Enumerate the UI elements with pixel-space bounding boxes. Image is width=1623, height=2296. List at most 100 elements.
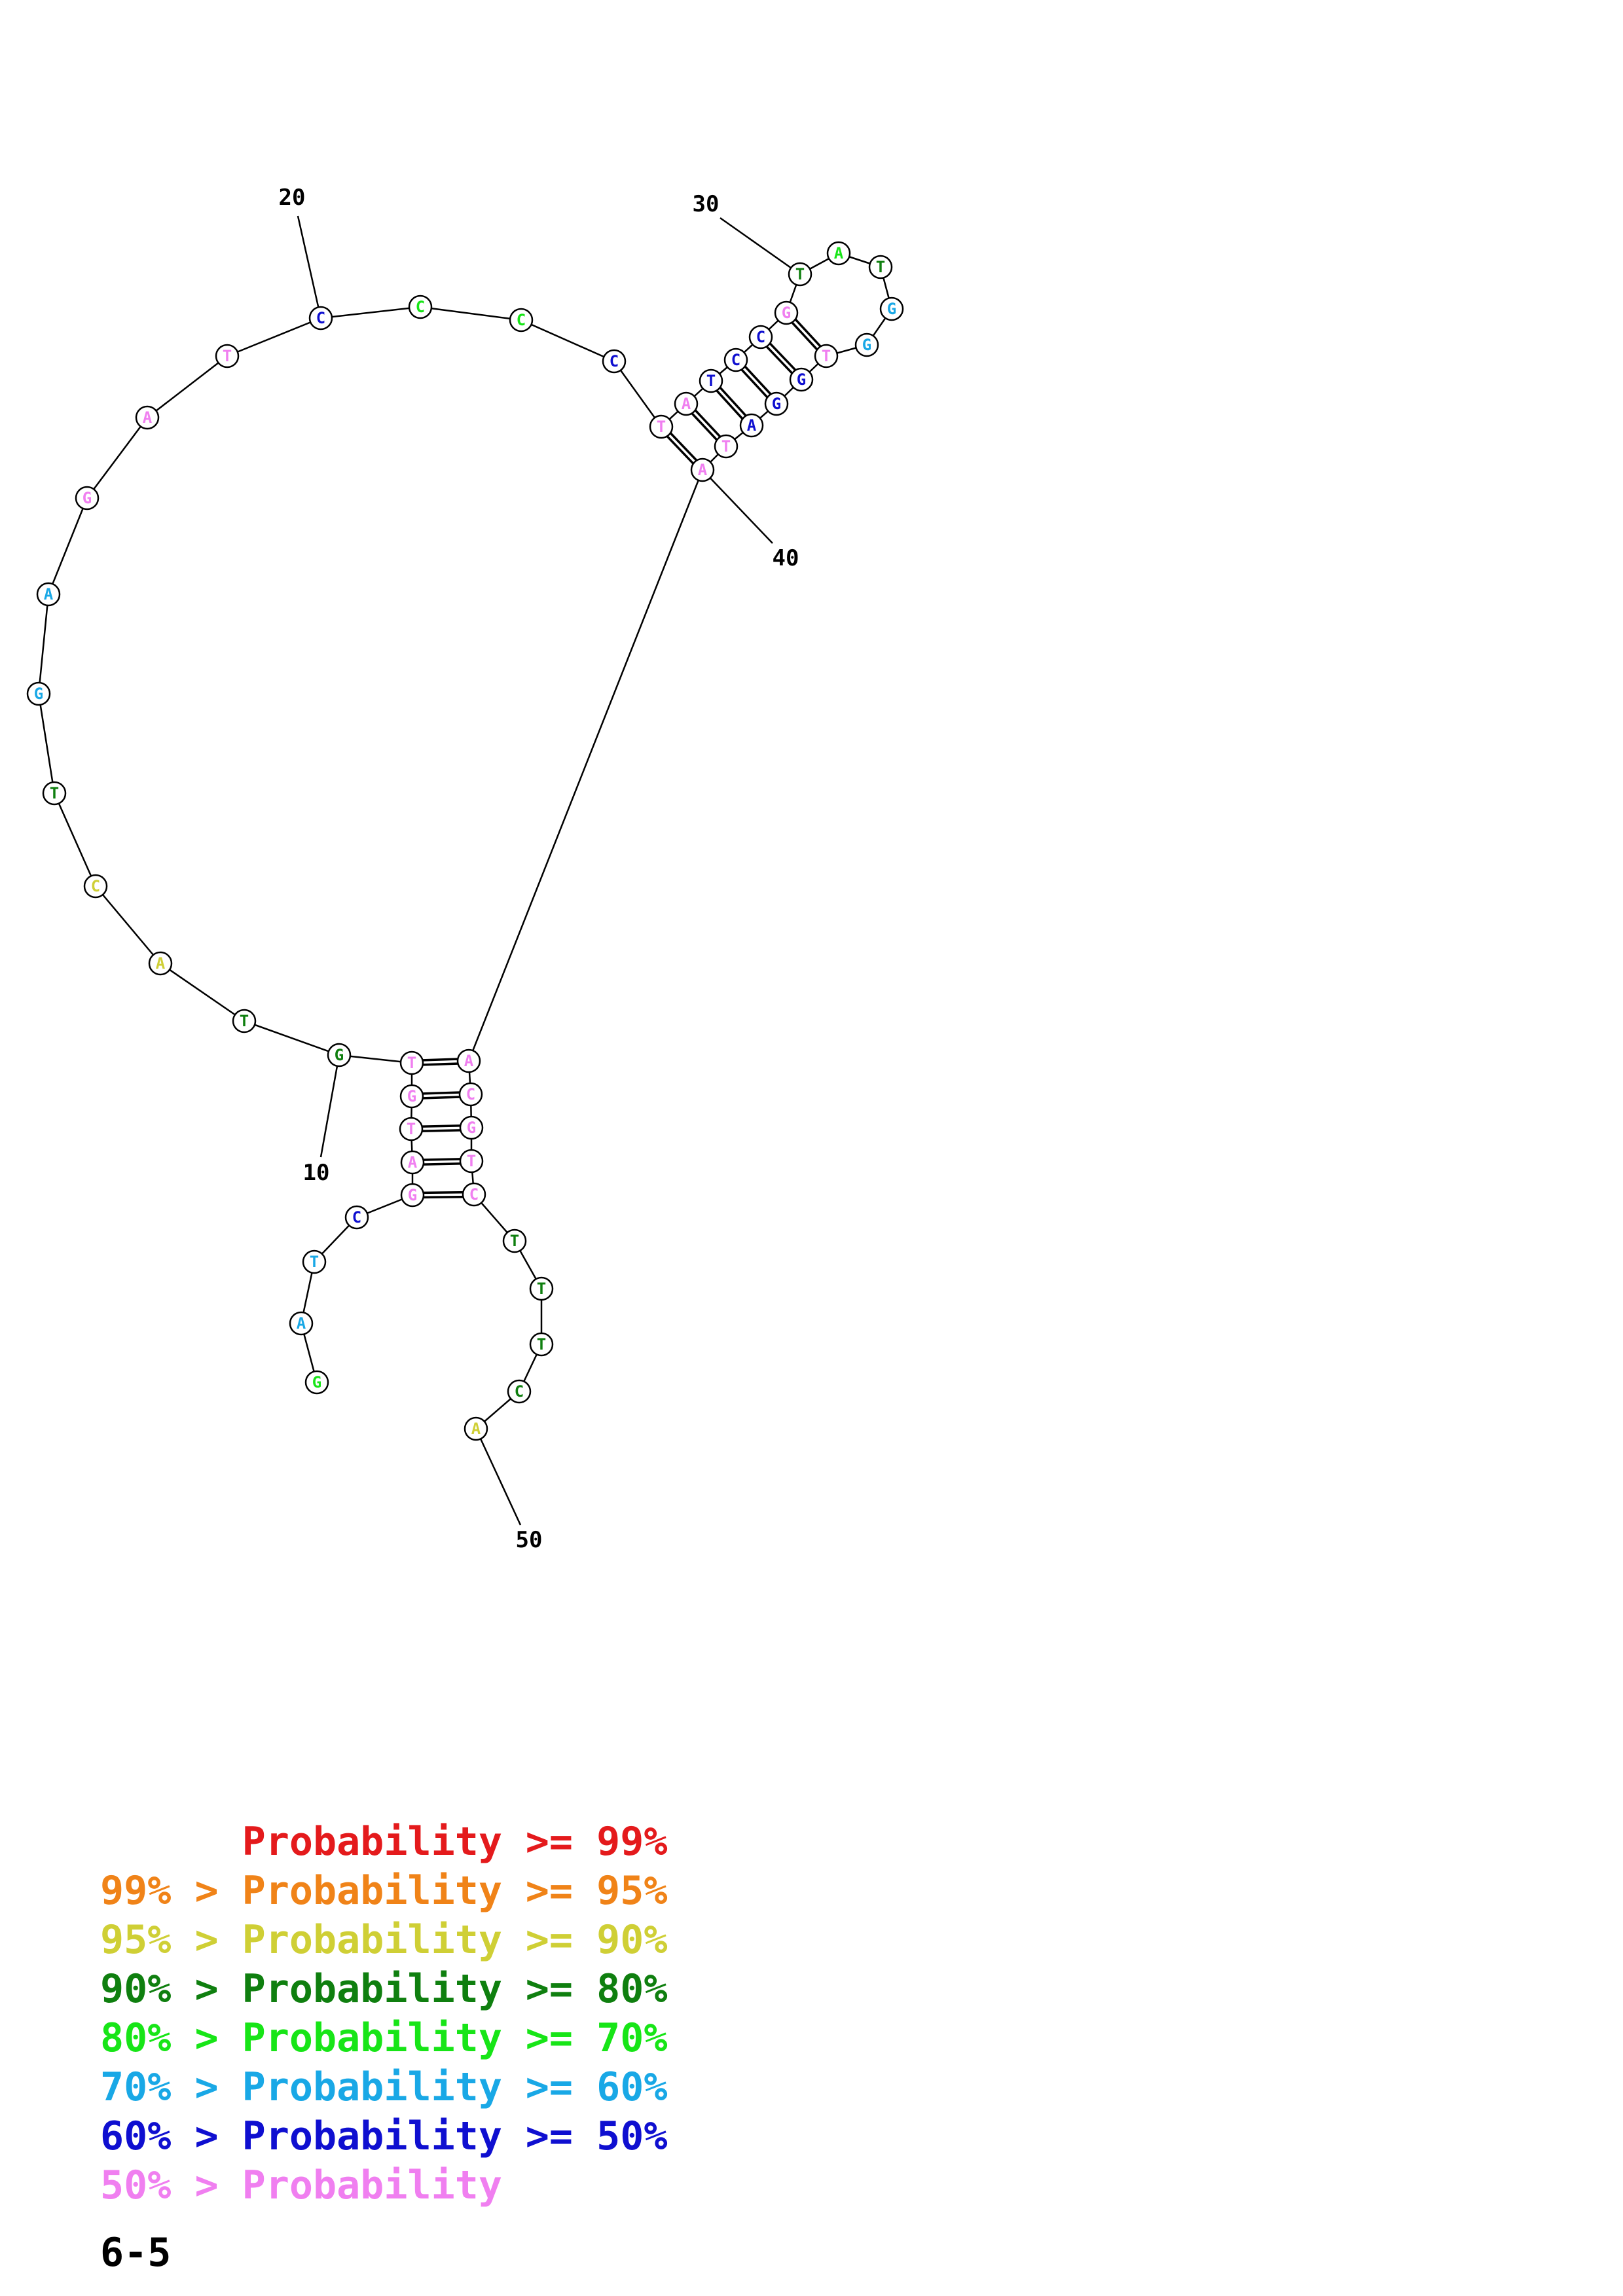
nucleotide-circle — [748, 325, 773, 350]
legend-prefix: 95% > — [100, 1917, 219, 1963]
legend-row: 50% > Probability — [100, 2162, 502, 2208]
nucleotide-circle — [215, 344, 240, 368]
nucleotide-base: C — [352, 1208, 361, 1227]
nucleotide-base: G — [862, 336, 871, 354]
nucleotide-circle — [408, 295, 433, 319]
backbone-segment — [95, 886, 161, 964]
nucleotide-base: C — [469, 1185, 479, 1204]
nucleotide-circle — [400, 1150, 425, 1175]
position-tick — [720, 217, 801, 276]
legend-row: 60% > Probability >= 50% — [100, 2113, 668, 2159]
legend-probability: Probability — [242, 2064, 502, 2110]
backbone-segment — [420, 306, 522, 321]
nucleotide: C — [602, 349, 627, 374]
nucleotide-base: G — [797, 370, 806, 389]
nucleotide: T — [529, 1332, 554, 1357]
nucleotide: C — [308, 306, 333, 331]
legend-prefix: 60% > — [100, 2113, 219, 2159]
backbone-segment — [613, 361, 663, 427]
nucleotide-circle — [649, 414, 674, 439]
nucleotide: G — [774, 300, 799, 325]
nucleotide-base: A — [44, 585, 54, 603]
nucleotide-circle — [868, 255, 893, 279]
nucleotide-circle — [289, 1311, 314, 1336]
legend-suffix: >= 95% — [526, 1868, 668, 1914]
nucleotide: T — [215, 344, 240, 368]
nucleotide-circle — [507, 1379, 532, 1404]
position-tick-layer: 10 20 30 40 50 — [279, 185, 801, 1553]
nucleotide-base: C — [91, 877, 100, 895]
nucleotide: G — [764, 391, 789, 416]
nucleotide: A — [464, 1416, 488, 1441]
legend-suffix: >= 60% — [526, 2064, 668, 2110]
nucleotide-base: C — [610, 352, 619, 370]
nucleotide-base: T — [657, 418, 666, 436]
nucleotide-circle — [459, 1149, 484, 1174]
nucleotide: C — [344, 1205, 369, 1230]
nucleotide-circle — [456, 1049, 481, 1073]
nucleotide-circle — [135, 405, 160, 430]
nucleotide: T — [529, 1276, 554, 1301]
legend-prefix: 99% > — [100, 1868, 219, 1914]
nucleotide: G — [400, 1183, 425, 1208]
nucleotide-circle — [699, 368, 723, 393]
nucleotide-base: A — [698, 461, 708, 479]
nucleotide-base: G — [887, 300, 896, 318]
nucleotide: A — [456, 1049, 481, 1073]
nucleotide: A — [826, 241, 851, 266]
position-label: 50 — [516, 1527, 543, 1553]
nucleotide: C — [458, 1082, 483, 1107]
legend-prefix: 70% > — [100, 2064, 219, 2110]
legend-probability: Probability — [242, 1966, 502, 2012]
nucleotide-circle — [42, 781, 67, 806]
nucleotide-circle — [764, 391, 789, 416]
nucleotide: A — [690, 457, 715, 482]
nucleotide: T — [814, 344, 839, 368]
nucleotide: G — [789, 367, 814, 392]
legend-probability: Probability — [242, 2015, 502, 2061]
position-tick — [702, 469, 773, 544]
nucleotide-base: A — [747, 416, 757, 435]
structure-label: 6-5 — [100, 2230, 171, 2276]
nucleotide-circle — [327, 1043, 352, 1067]
nucleotide-circle — [502, 1229, 527, 1253]
nucleotide-circle — [308, 306, 333, 331]
nucleotide: T — [399, 1117, 424, 1141]
position-tick — [297, 215, 322, 319]
legend-row: 99% > Probability >= 95% — [100, 1868, 668, 1914]
nucleotide: T — [42, 781, 67, 806]
nucleotide: C — [723, 348, 748, 372]
backbone-segment — [160, 962, 245, 1022]
nucleotide-base: G — [82, 489, 92, 507]
nucleotide-circle — [509, 308, 534, 332]
nucleotide: A — [674, 391, 699, 416]
nucleotide-circle — [304, 1370, 329, 1395]
backbone-segment — [47, 497, 88, 595]
legend-suffix: >= 80% — [526, 1966, 668, 2012]
backbone-segment — [86, 417, 149, 499]
backbone-segment — [244, 1020, 340, 1056]
nucleotide: G — [399, 1084, 424, 1109]
nucleotide-layer: GATCGATGTGTACTGAGATCCCCTATCCGTATGGTGGATA… — [26, 241, 904, 1441]
nucleotide-base: T — [822, 347, 831, 365]
probability-legend: Probability >= 99%99% > Probability >= 95%9… — [100, 1819, 668, 2208]
nucleotide-circle — [459, 1115, 484, 1140]
legend-prefix: 80% > — [100, 2015, 219, 2061]
nucleotide-base: C — [316, 309, 325, 327]
nucleotide-circle — [674, 391, 699, 416]
nucleotide: G — [879, 296, 904, 321]
nucleotide-base: T — [50, 784, 59, 802]
nucleotide-circle — [26, 681, 51, 706]
nucleotide-base: A — [464, 1052, 474, 1070]
nucleotide: A — [135, 405, 160, 430]
backbone-segment — [147, 355, 228, 418]
legend-suffix: >= 90% — [526, 1917, 668, 1963]
nucleotide-circle — [458, 1082, 483, 1107]
nucleotide-base: C — [731, 351, 740, 369]
backbone-segment — [37, 594, 50, 694]
nucleotide: G — [327, 1043, 352, 1067]
nucleotide-circle — [739, 413, 764, 438]
nucleotide-base: C — [756, 328, 765, 346]
legend-probability: Probability — [242, 1868, 502, 1914]
nucleotide: C — [748, 325, 773, 350]
